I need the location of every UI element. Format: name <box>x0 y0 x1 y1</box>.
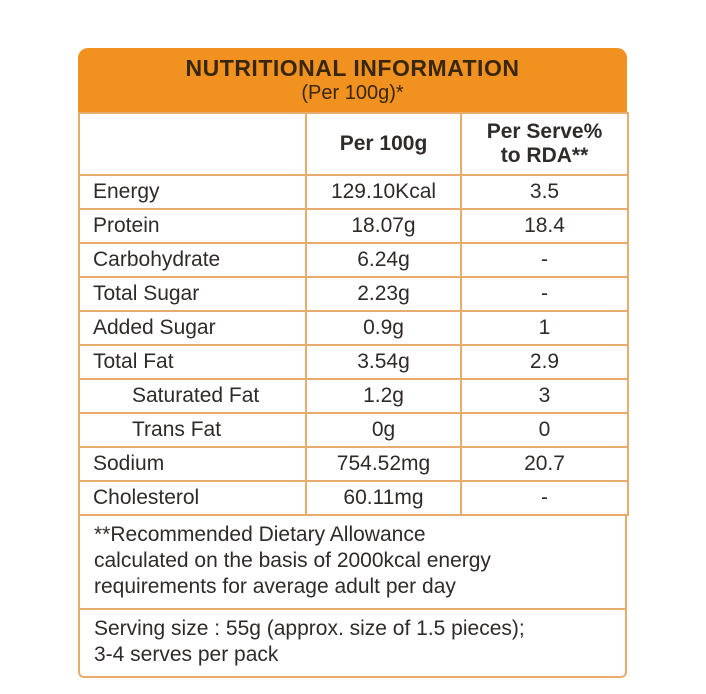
nutrient-label: Carbohydrate <box>78 242 307 278</box>
nutrient-label: Total Sugar <box>78 276 307 312</box>
table-row-cholesterol: Cholesterol 60.11mg - <box>78 480 629 516</box>
per-100g-value: 1.2g <box>305 378 462 414</box>
per-100g-value: 0.9g <box>305 310 462 346</box>
per-serve-value: 0 <box>460 412 629 448</box>
per-100g-value: 129.10Kcal <box>305 174 462 210</box>
table-row-energy: Energy 129.10Kcal 3.5 <box>78 174 629 210</box>
per-serve-value: 20.7 <box>460 446 629 482</box>
per-100g-value: 2.23g <box>305 276 462 312</box>
per-100g-value: 754.52mg <box>305 446 462 482</box>
col-header-per-serve-rda: Per Serve% to RDA** <box>460 112 629 176</box>
per-serve-value: 1 <box>460 310 629 346</box>
serving-size-note: Serving size : 55g (approx. size of 1.5 … <box>78 610 627 678</box>
table-header-row: Per 100g Per Serve% to RDA** <box>78 112 629 176</box>
label-header: NUTRITIONAL INFORMATION (Per 100g)* <box>78 48 627 112</box>
per-100g-value: 0g <box>305 412 462 448</box>
per-100g-value: 6.24g <box>305 242 462 278</box>
nutrient-label: Energy <box>78 174 307 210</box>
per-100g-value: 18.07g <box>305 208 462 244</box>
nutrient-label: Total Fat <box>78 344 307 380</box>
table-row-carbohydrate: Carbohydrate 6.24g - <box>78 242 629 278</box>
rda-footnote: **Recommended Dietary Allowance calculat… <box>78 516 627 610</box>
per-100g-value: 3.54g <box>305 344 462 380</box>
nutrient-label: Saturated Fat <box>78 378 307 414</box>
table-row-total-sugar: Total Sugar 2.23g - <box>78 276 629 312</box>
label-subtitle: (Per 100g)* <box>301 82 404 104</box>
table-row-sodium: Sodium 754.52mg 20.7 <box>78 446 629 482</box>
label-title: NUTRITIONAL INFORMATION <box>185 55 520 81</box>
table-row-protein: Protein 18.07g 18.4 <box>78 208 629 244</box>
nutrient-label: Trans Fat <box>78 412 307 448</box>
table-row-total-fat: Total Fat 3.54g 2.9 <box>78 344 629 380</box>
per-serve-value: - <box>460 242 629 278</box>
table-row-trans-fat: Trans Fat 0g 0 <box>78 412 629 448</box>
per-serve-value: - <box>460 276 629 312</box>
table-row-saturated-fat: Saturated Fat 1.2g 3 <box>78 378 629 414</box>
per-serve-value: 3.5 <box>460 174 629 210</box>
nutrient-label: Cholesterol <box>78 480 307 516</box>
nutrition-label: NUTRITIONAL INFORMATION (Per 100g)* Per … <box>78 48 629 678</box>
per-serve-value: 3 <box>460 378 629 414</box>
per-100g-value: 60.11mg <box>305 480 462 516</box>
per-serve-value: 2.9 <box>460 344 629 380</box>
col-header-nutrient <box>78 112 307 176</box>
per-serve-value: 18.4 <box>460 208 629 244</box>
col-header-per-100g: Per 100g <box>305 112 462 176</box>
nutrient-label: Protein <box>78 208 307 244</box>
nutrient-label: Added Sugar <box>78 310 307 346</box>
table-row-added-sugar: Added Sugar 0.9g 1 <box>78 310 629 346</box>
nutrient-label: Sodium <box>78 446 307 482</box>
nutrition-table: Per 100g Per Serve% to RDA** Energy 129.… <box>78 112 629 516</box>
per-serve-value: - <box>460 480 629 516</box>
